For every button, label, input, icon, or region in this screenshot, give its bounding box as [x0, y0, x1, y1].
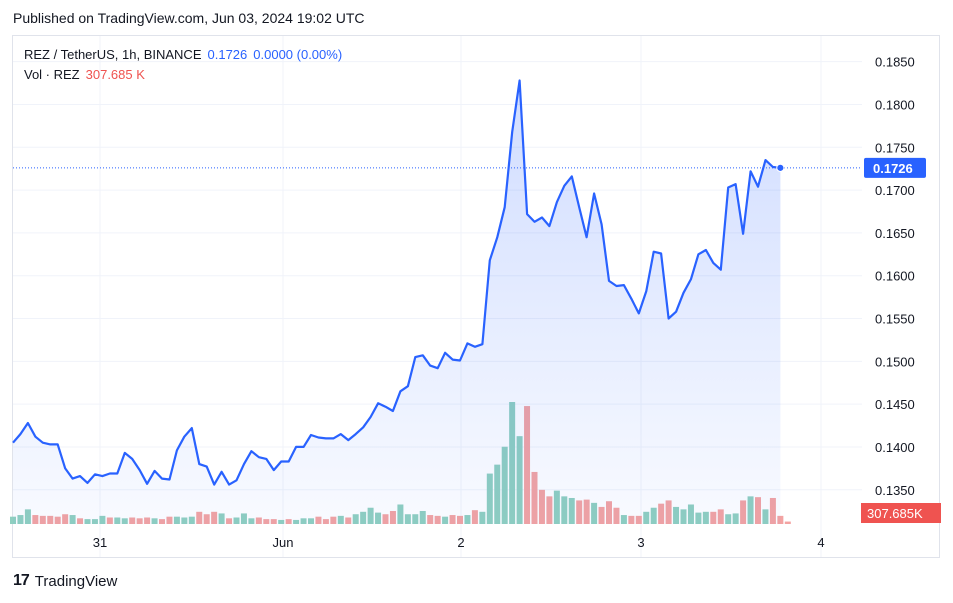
price-line[interactable] — [12, 79, 781, 486]
price-tick-label: 0.1650 — [875, 226, 915, 241]
tradingview-logo-icon: 17 — [13, 572, 30, 589]
last-volume-tag: 307.685K — [861, 503, 941, 523]
time-tick-label: 31 — [93, 535, 107, 550]
last-price-tag: 0.1726 — [864, 157, 926, 178]
volume-label: Vol · REZ — [24, 67, 80, 82]
price-area — [13, 80, 781, 524]
volume-bar — [784, 521, 791, 524]
legend-volume-row: Vol · REZ 307.685 K — [24, 65, 342, 85]
price-tick-label: 0.1750 — [875, 140, 915, 155]
last-price-dot — [776, 163, 785, 172]
time-tick-label: Jun — [273, 535, 294, 550]
price-tick-label: 0.1600 — [875, 269, 915, 284]
time-tick-label: 3 — [637, 535, 644, 550]
last-volume-tag-text: 307.685K — [867, 506, 923, 521]
price-tick-label: 0.1450 — [875, 397, 915, 412]
price-tick-label: 0.1800 — [875, 97, 915, 112]
price-tick-label: 0.1350 — [875, 483, 915, 498]
brand-name: TradingView — [34, 572, 118, 590]
time-axis[interactable]: 31 Jun 2 3 4 — [93, 535, 825, 550]
last-price-tag-text: 0.1726 — [873, 161, 913, 176]
price-tick-label: 0.1550 — [875, 312, 915, 327]
last-price-value: 0.1726 — [207, 47, 248, 62]
volume-value: 307.685 K — [85, 67, 145, 82]
published-caption: Published on TradingView.com, Jun 03, 20… — [13, 10, 365, 26]
price-tick-label: 0.1700 — [875, 183, 915, 198]
chart-legend: REZ / TetherUS, 1h, BINANCE 0.1726 0.0000 … — [24, 45, 342, 85]
symbol-label[interactable]: REZ / TetherUS, 1h, BINANCE — [24, 47, 202, 62]
price-tick-label: 0.1400 — [875, 440, 915, 455]
price-change-value: 0.0000 (0.00%) — [253, 47, 343, 62]
legend-price-row: REZ / TetherUS, 1h, BINANCE 0.1726 0.0000 … — [24, 45, 342, 65]
price-axis[interactable]: 0.1350 0.1400 0.1450 0.1500 0.1550 0.1600 0.16… — [875, 55, 915, 498]
price-tick-label: 0.1850 — [875, 55, 915, 70]
time-tick-label: 4 — [817, 535, 824, 550]
chart-frame — [12, 35, 940, 558]
tradingview-brand[interactable]: 17 TradingView — [13, 572, 117, 590]
price-tick-label: 0.1500 — [875, 354, 915, 369]
time-tick-label: 2 — [457, 535, 464, 550]
